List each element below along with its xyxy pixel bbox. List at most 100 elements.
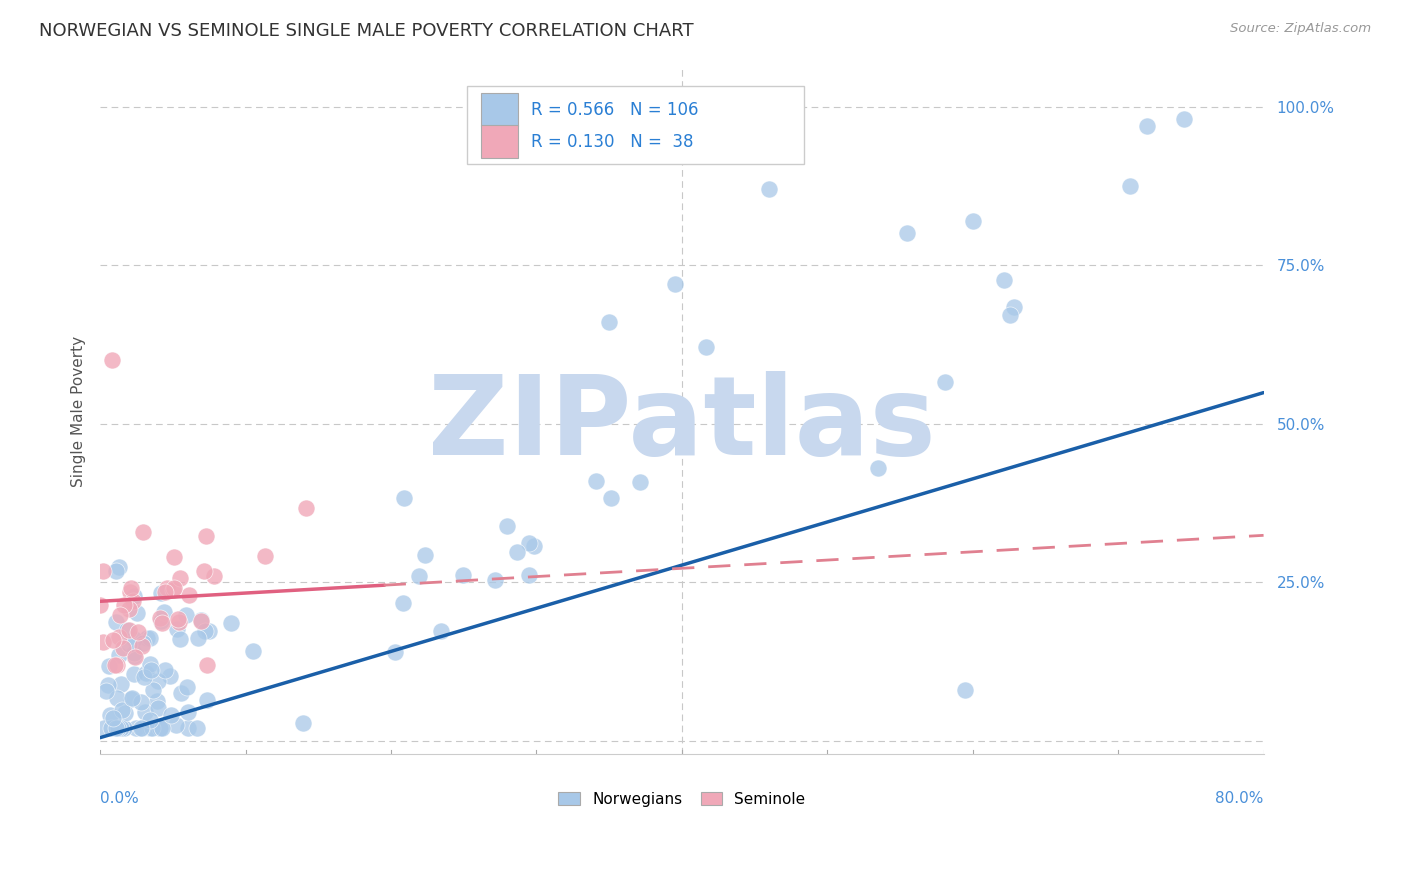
Point <box>107 721 129 735</box>
Point <box>155 585 177 599</box>
Point <box>159 669 181 683</box>
FancyBboxPatch shape <box>481 93 517 126</box>
Point <box>195 657 218 672</box>
Text: ZIPatlas: ZIPatlas <box>427 371 936 478</box>
Point <box>384 644 406 658</box>
Point <box>993 273 1015 287</box>
Point <box>132 636 155 650</box>
Point <box>204 569 226 583</box>
Point <box>132 671 155 685</box>
Point <box>125 606 148 620</box>
Point <box>122 589 145 603</box>
Point <box>195 529 218 543</box>
Point <box>110 676 132 690</box>
Point <box>152 615 174 630</box>
Point <box>664 277 686 292</box>
Point <box>451 568 474 582</box>
Point <box>1002 300 1025 314</box>
Point <box>122 649 145 664</box>
Point <box>149 586 172 600</box>
Point <box>124 646 146 660</box>
Point <box>295 500 318 515</box>
Point <box>1173 112 1195 127</box>
Point <box>129 695 152 709</box>
Point <box>219 615 242 630</box>
Point <box>392 596 415 610</box>
Point <box>136 631 159 645</box>
Point <box>112 598 135 612</box>
Point <box>105 657 128 672</box>
Point <box>394 491 416 506</box>
Point <box>152 605 174 619</box>
Point <box>98 659 121 673</box>
Point <box>254 549 277 564</box>
Point <box>108 559 131 574</box>
Point <box>190 613 212 627</box>
Point <box>100 353 122 368</box>
Point <box>148 611 170 625</box>
Point <box>139 657 162 672</box>
Point <box>177 721 200 735</box>
Point <box>628 475 651 490</box>
Point <box>758 182 780 196</box>
Point <box>115 623 138 637</box>
Point <box>167 615 190 629</box>
Point <box>866 460 889 475</box>
Point <box>138 721 160 735</box>
Point <box>1119 179 1142 194</box>
Point <box>484 574 506 588</box>
Point <box>93 721 115 735</box>
Point <box>160 707 183 722</box>
Point <box>121 594 143 608</box>
Point <box>142 683 165 698</box>
Point <box>121 691 143 706</box>
Point <box>120 691 142 706</box>
Point <box>413 548 436 562</box>
Point <box>141 721 163 735</box>
Point <box>169 571 191 585</box>
Point <box>165 718 187 732</box>
Point <box>166 622 188 636</box>
Text: R = 0.566   N = 106: R = 0.566 N = 106 <box>530 101 699 119</box>
Point <box>131 721 153 735</box>
Point <box>177 588 200 602</box>
Text: 0.0%: 0.0% <box>100 791 139 806</box>
Point <box>174 608 197 623</box>
Point <box>156 581 179 595</box>
Point <box>120 585 142 599</box>
Point <box>112 641 135 656</box>
Point <box>193 624 215 639</box>
Point <box>111 721 134 735</box>
Text: NORWEGIAN VS SEMINOLE SINGLE MALE POVERTY CORRELATION CHART: NORWEGIAN VS SEMINOLE SINGLE MALE POVERT… <box>39 22 695 40</box>
Point <box>118 637 141 651</box>
Point <box>101 632 124 647</box>
Point <box>242 644 264 658</box>
Y-axis label: Single Male Poverty: Single Male Poverty <box>72 335 86 486</box>
Point <box>585 474 607 488</box>
Legend: Norwegians, Seminole: Norwegians, Seminole <box>551 784 813 814</box>
Point <box>176 680 198 694</box>
Point <box>517 567 540 582</box>
Point <box>170 685 193 699</box>
Point <box>430 624 453 638</box>
Point <box>998 308 1021 322</box>
Point <box>169 632 191 647</box>
Point <box>141 663 163 677</box>
FancyBboxPatch shape <box>467 86 804 164</box>
Point <box>131 640 153 654</box>
Point <box>110 721 132 735</box>
Point <box>139 631 162 645</box>
Point <box>97 678 120 692</box>
Point <box>1136 119 1159 133</box>
Point <box>896 227 918 241</box>
Point <box>104 564 127 578</box>
Point <box>131 524 153 539</box>
Point <box>105 615 128 629</box>
Point <box>193 564 215 578</box>
Text: R = 0.130   N =  38: R = 0.130 N = 38 <box>530 133 693 151</box>
Point <box>91 635 114 649</box>
Point <box>108 648 131 662</box>
Point <box>150 721 173 735</box>
Text: 80.0%: 80.0% <box>1215 791 1264 806</box>
Point <box>146 674 169 689</box>
